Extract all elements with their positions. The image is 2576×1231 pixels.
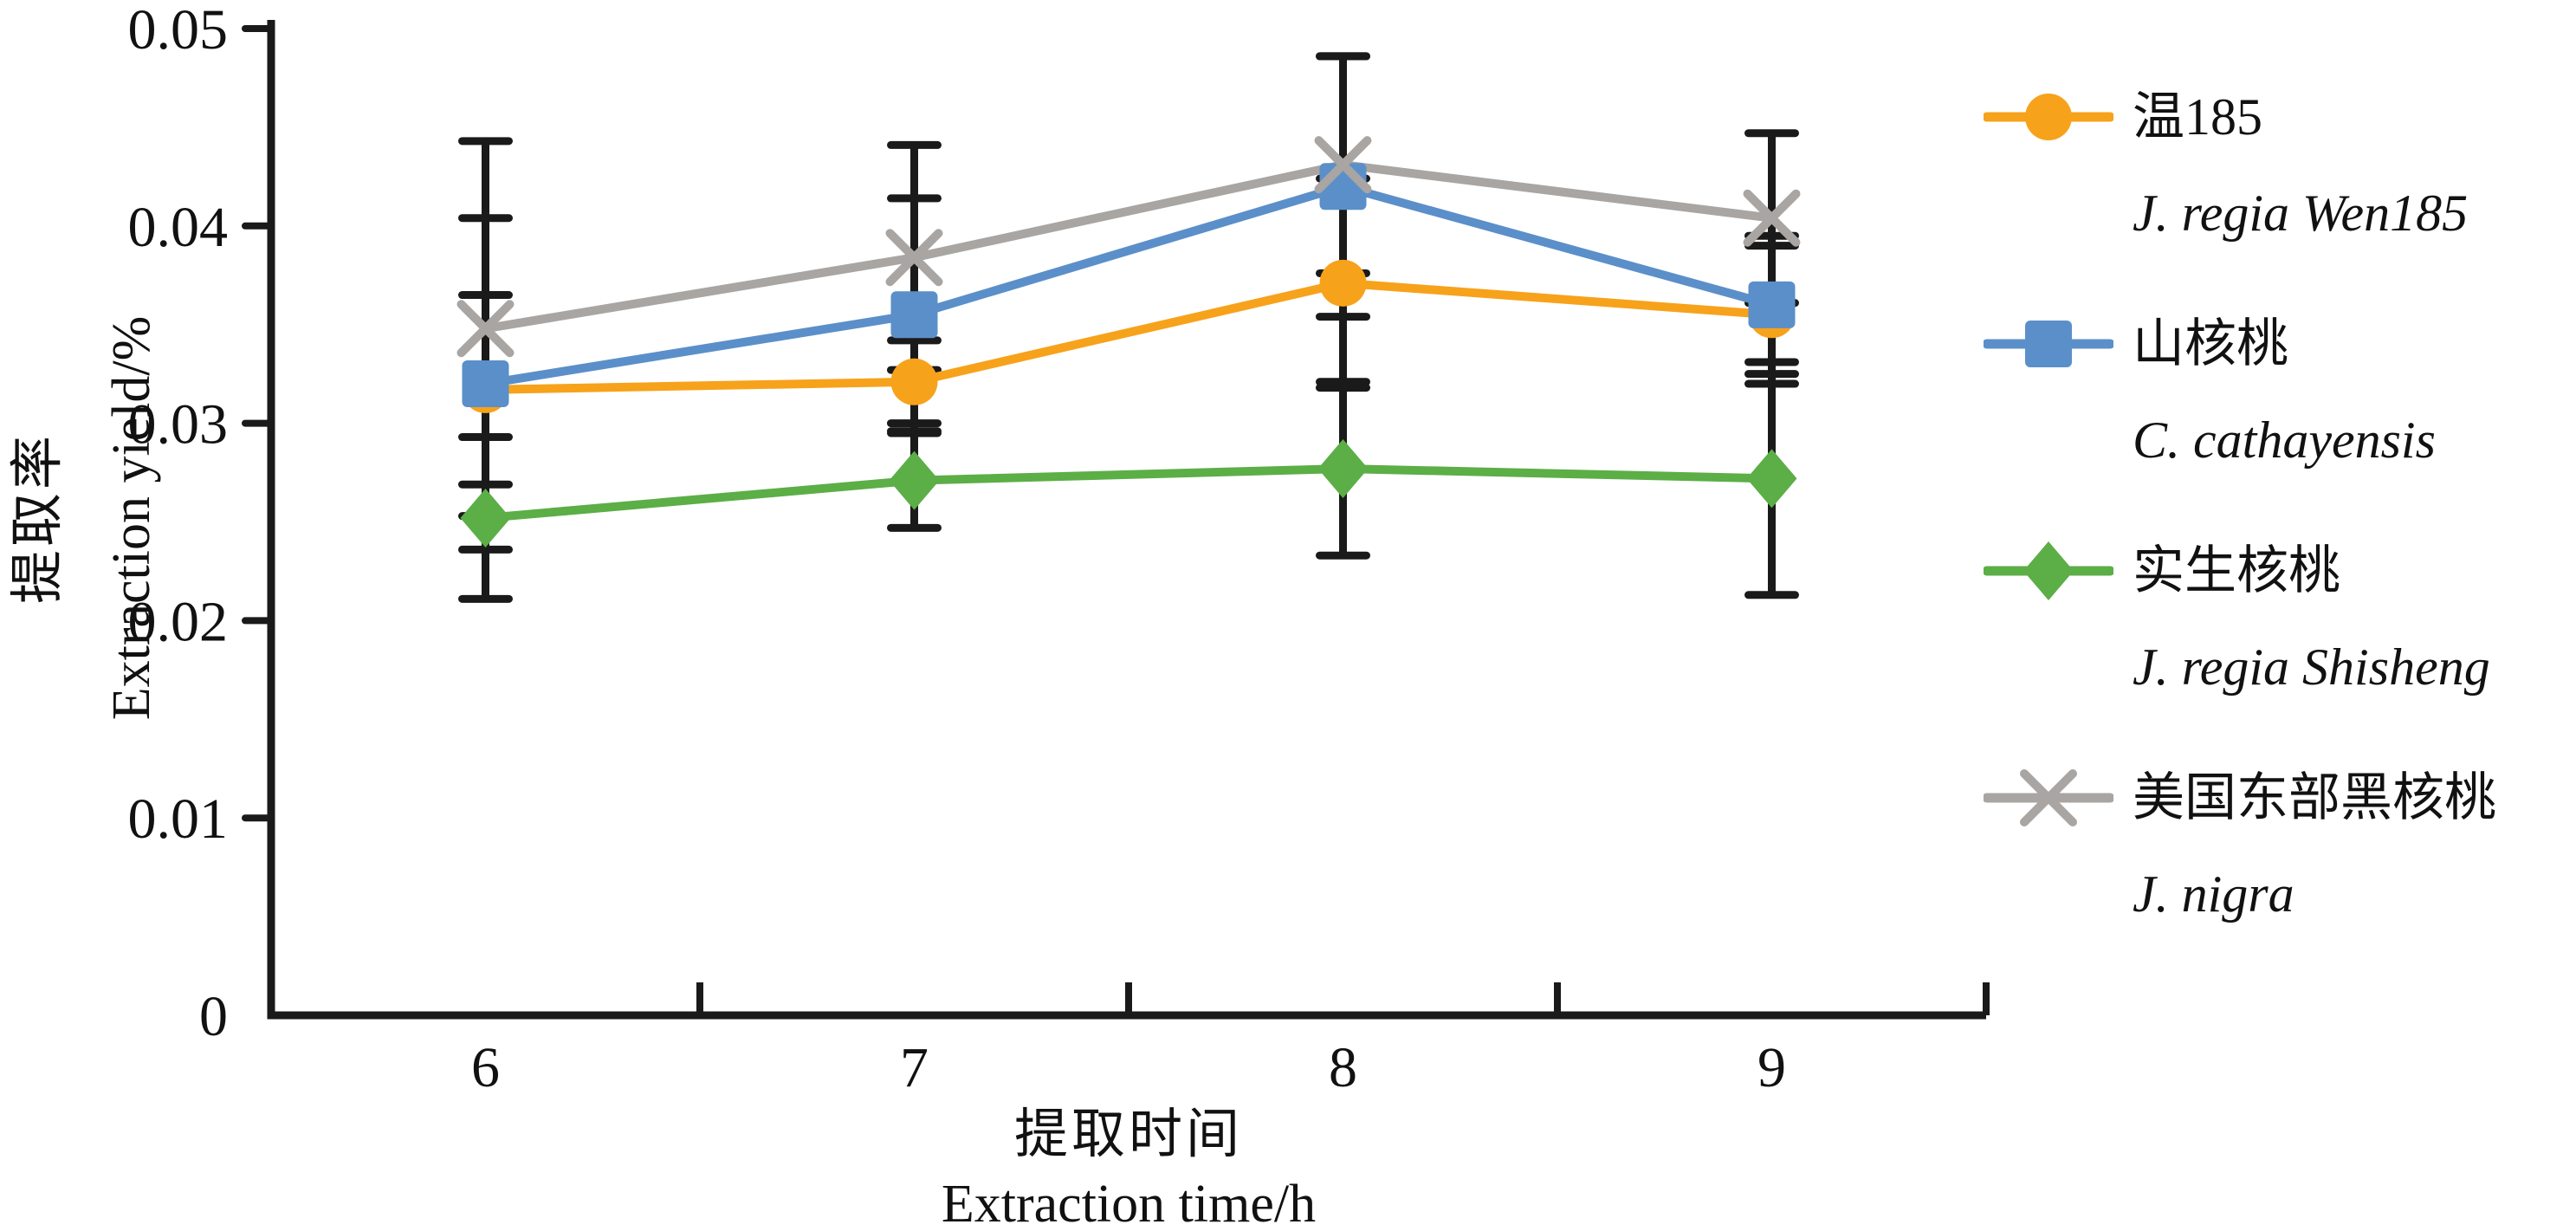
marker-square [462,360,509,408]
legend-label-en: J. regia Wen185 [2133,185,2469,242]
marker-square [890,291,938,339]
y-axis-title-zh: 提取率 [9,432,68,604]
series-line-diamond [481,463,1777,522]
marker-diamond [2023,541,2074,600]
legend-label-zh: 温185 [2133,88,2262,146]
y-tick-label: 0.02 [128,590,229,653]
plot-layer: 0 0.01 0.02 0.03 0.04 0.05 6 7 8 9 [128,0,1990,1099]
legend-label: 实生核桃 J. regia Shisheng [2133,523,2490,716]
series-line-square [481,182,1777,389]
marker-circle [890,358,938,405]
legend-swatch-x [1984,769,2113,826]
legend-label-en: J. nigra [2133,865,2294,923]
legend-item-diamond: 实生核桃 J. regia Shisheng [1984,523,2490,716]
legend-swatch-circle [1984,94,2113,140]
y-tick-label: 0.03 [128,393,229,457]
y-tick-label: 0.01 [128,787,229,851]
x-axis-title-zh: 提取时间 [1014,1105,1243,1164]
marker-x [1314,136,1372,194]
marker-diamond [460,488,511,547]
marker-square [2025,321,2072,367]
y-tick-label: 0 [199,985,228,1048]
legend-swatch-square [1984,321,2113,367]
y-tick-label: 0.04 [128,196,229,259]
y-tick-label: 0.05 [128,0,229,62]
marker-circle [1319,259,1367,307]
legend-item-x: 美国东部黑核桃 J. nigra [1984,750,2496,943]
x-tick-label: 8 [1329,1036,1357,1099]
x-axis-title-en: Extraction time/h [942,1175,1316,1231]
legend-label: 温185 J. regia Wen185 [2133,69,2468,262]
axis-frame [267,20,1986,1020]
marker-x [456,300,515,358]
legend-label-en: J. regia Shisheng [2133,638,2490,696]
legend-label-en: C. cathayensis [2133,411,2436,469]
x-tick-label: 9 [1757,1036,1786,1099]
series-line-circle [481,278,1777,394]
marker-diamond [1746,449,1797,509]
marker-x [2020,769,2077,826]
series-line-x [481,160,1777,334]
marker-diamond [1317,438,1369,498]
legend-label-zh: 实生核桃 [2133,542,2340,599]
legend-item-square: 山核桃 C. cathayensis [1984,296,2436,489]
legend-item-circle: 温185 J. regia Wen185 [1984,69,2468,262]
marker-square [1748,281,1796,328]
legend: 温185 J. regia Wen185 山核桃 C. cathayensis 实生核桃… [1984,0,2576,1231]
legend-swatch-diamond [1984,541,2113,600]
x-tick-label: 7 [900,1036,929,1099]
legend-label: 美国东部黑核桃 J. nigra [2133,750,2496,943]
y-axis-title-en: Extraction yield/% [102,316,161,721]
legend-label-zh: 美国东部黑核桃 [2133,769,2496,826]
marker-x [1743,189,1801,247]
marker-diamond [889,450,940,510]
x-tick-label: 6 [471,1036,500,1099]
marker-circle [2025,94,2072,140]
marker-x [885,229,943,287]
legend-label-zh: 山核桃 [2133,315,2288,373]
legend-label: 山核桃 C. cathayensis [2133,296,2436,489]
